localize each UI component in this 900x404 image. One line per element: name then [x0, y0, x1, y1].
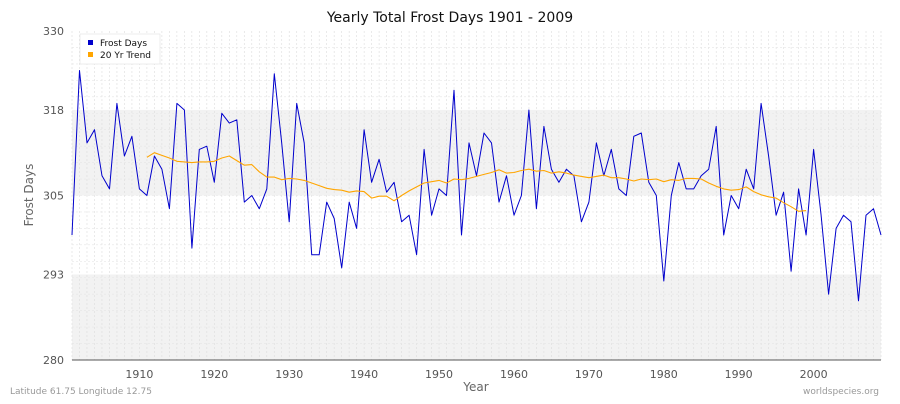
- series-line-20-yr-trend: [146, 152, 807, 212]
- x-tick-label: 1940: [350, 368, 378, 381]
- y-axis-title: Frost Days: [22, 164, 36, 227]
- y-tick-label: 305: [43, 190, 64, 203]
- x-tick-label: 1980: [650, 368, 678, 381]
- x-tick-label: 1930: [275, 368, 303, 381]
- y-tick-label: 293: [43, 268, 64, 281]
- x-tick-labels: 1910 1920 1930 1940 1950 1960 1970 1980 1990 2000: [125, 368, 827, 381]
- legend-box: [79, 33, 161, 65]
- x-tick-label: 1960: [500, 368, 528, 381]
- legend-label-frost-days: Frost Days: [100, 39, 147, 49]
- x-tick-label: 2000: [800, 368, 828, 381]
- series-line-frost-days: [71, 70, 882, 302]
- footer-source: worldspecies.org: [803, 387, 879, 397]
- legend-label-20-yr-trend: 20 Yr Trend: [100, 51, 151, 61]
- footer-location: Latitude 61.75 Longitude 12.75: [10, 387, 152, 397]
- legend: Frost Days 20 Yr Trend: [79, 33, 161, 65]
- series-layer: [71, 70, 882, 302]
- chart-title: Yearly Total Frost Days 1901 - 2009: [326, 10, 573, 26]
- x-tick-label: 1950: [425, 368, 453, 381]
- y-tick-label: 318: [43, 104, 64, 117]
- y-tick-labels: 280 293 305 318 330: [43, 25, 64, 367]
- y-tick-label: 280: [43, 354, 64, 367]
- x-tick-label: 1920: [200, 368, 228, 381]
- x-tick-label: 1970: [575, 368, 603, 381]
- legend-swatch-20-yr-trend: [88, 52, 93, 57]
- legend-swatch-frost-days: [88, 40, 93, 45]
- y-tick-label: 330: [43, 25, 64, 38]
- x-tick-label: 1990: [725, 368, 753, 381]
- x-axis-title: Year: [462, 380, 488, 394]
- x-tick-label: 1910: [125, 368, 153, 381]
